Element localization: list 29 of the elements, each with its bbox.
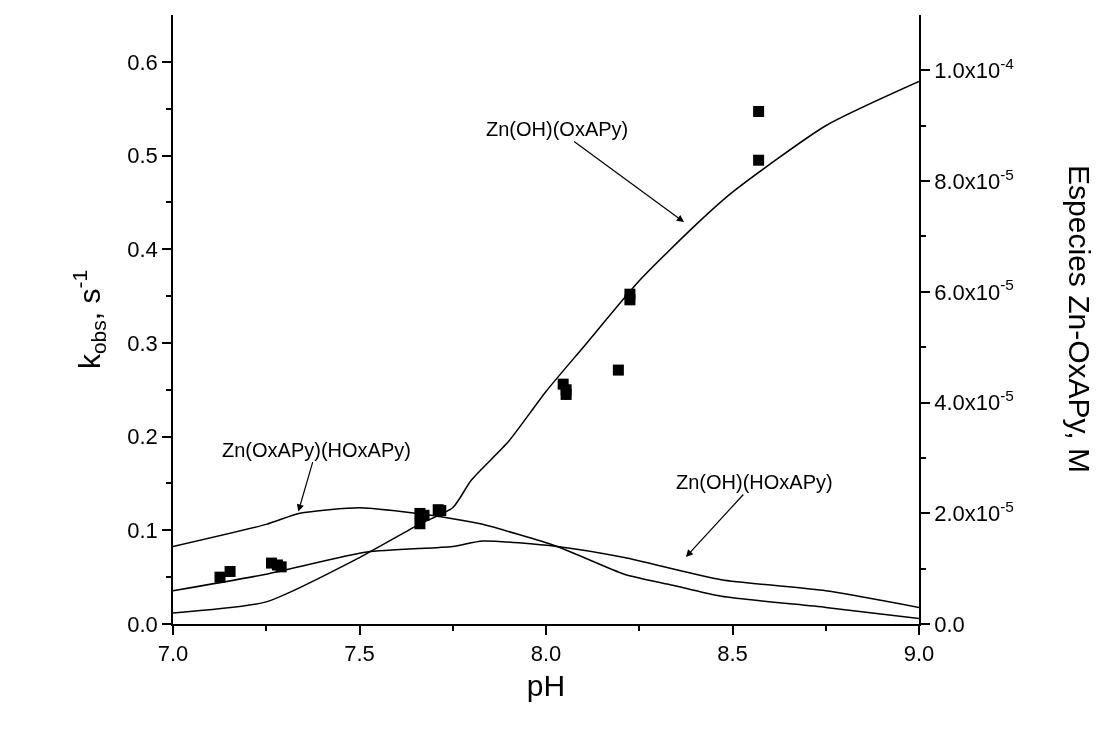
annotation: Zn(OH)(HOxAPy)	[676, 471, 833, 493]
y-tick-label: 0.5	[127, 143, 158, 169]
y2-tick-label: 6.0x10$^{-5}$	[934, 276, 1014, 305]
y-tick-label: 0.2	[127, 424, 158, 450]
x-tick-label: 8.5	[717, 641, 748, 667]
point	[612, 364, 624, 376]
y-tick-label: 0.6	[127, 49, 158, 75]
y2-tick-label: 4.0x10$^{-5}$	[934, 387, 1014, 416]
x-tick-label: 7.5	[344, 641, 375, 667]
y2-tick-label: 1.0x10$^{-4}$	[934, 54, 1015, 84]
x-axis-title: pH	[526, 669, 566, 703]
x-tick-label: 8.0	[530, 641, 562, 667]
point	[753, 106, 765, 117]
y-tick-label: 0.4	[127, 236, 158, 262]
point	[224, 566, 236, 578]
annotation: Zn(OH)(OxAPy)	[486, 118, 629, 140]
x-tick-label: 9.0	[903, 641, 935, 667]
y2-axis-title: Especies Zn-OxAPy, M	[1062, 165, 1096, 473]
y2-tick-label: 8.0x10$^{-5}$	[934, 165, 1014, 194]
point	[753, 154, 765, 166]
x-tick-label: 7.0	[157, 641, 189, 667]
y2-tick-label: 2.0x10$^{-5}$	[934, 497, 1014, 526]
point	[624, 294, 636, 306]
y-tick-label: 0.1	[127, 518, 158, 544]
annotation: Zn(OxAPy)(HOxAPy)	[222, 439, 411, 461]
y-tick-label: 0.0	[127, 611, 158, 637]
y2-tick-label: 0.0	[934, 611, 965, 637]
y-tick-label: 0.3	[127, 330, 158, 356]
point	[560, 388, 572, 400]
